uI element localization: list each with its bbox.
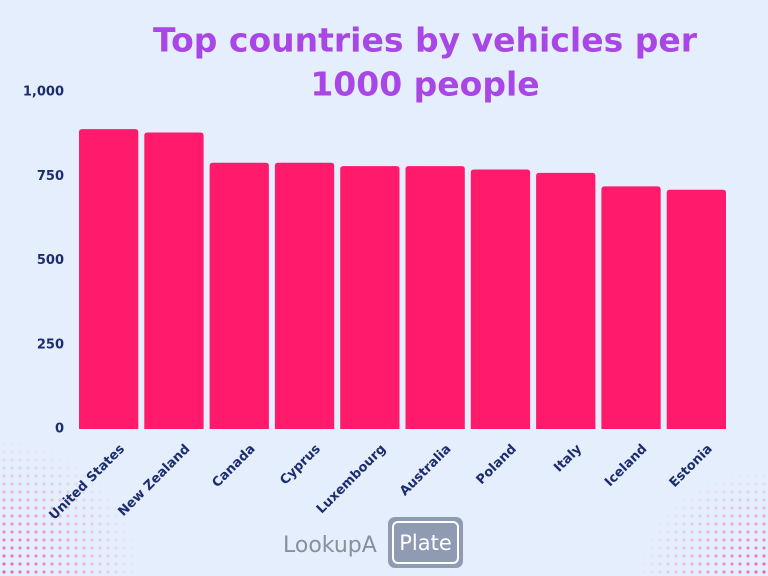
logo-text: Plate bbox=[399, 531, 452, 555]
y-tick-label: 500 bbox=[37, 253, 64, 268]
x-tick-label: Australia bbox=[397, 442, 454, 499]
bar bbox=[209, 162, 269, 429]
bar bbox=[601, 186, 661, 429]
bar bbox=[470, 169, 531, 429]
chart-title: Top countries by vehicles per bbox=[153, 21, 698, 60]
bar bbox=[340, 166, 400, 429]
decor-dots bbox=[640, 470, 768, 576]
x-tick-label: Canada bbox=[209, 442, 258, 491]
chart-title: 1000 people bbox=[310, 65, 539, 104]
bar bbox=[274, 162, 335, 429]
bar bbox=[666, 189, 726, 429]
bar bbox=[536, 172, 596, 429]
logo: LookupA Plate bbox=[283, 517, 463, 568]
decor-dots bbox=[0, 440, 140, 576]
logo-plate bbox=[388, 517, 463, 568]
bar bbox=[405, 166, 465, 429]
logo-text: LookupA bbox=[283, 533, 377, 558]
y-tick-label: 1,000 bbox=[23, 85, 64, 100]
y-tick-label: 750 bbox=[37, 169, 64, 184]
x-tick-label: Poland bbox=[474, 442, 520, 488]
bar bbox=[79, 129, 139, 429]
x-tick-label: Cyprus bbox=[277, 442, 324, 489]
bar bbox=[144, 132, 204, 429]
y-tick-label: 0 bbox=[55, 422, 64, 437]
x-tick-label: Luxembourg bbox=[314, 442, 389, 517]
x-tick-label: Italy bbox=[551, 441, 585, 475]
y-tick-label: 250 bbox=[37, 337, 64, 352]
logo-plate-border bbox=[392, 521, 459, 564]
